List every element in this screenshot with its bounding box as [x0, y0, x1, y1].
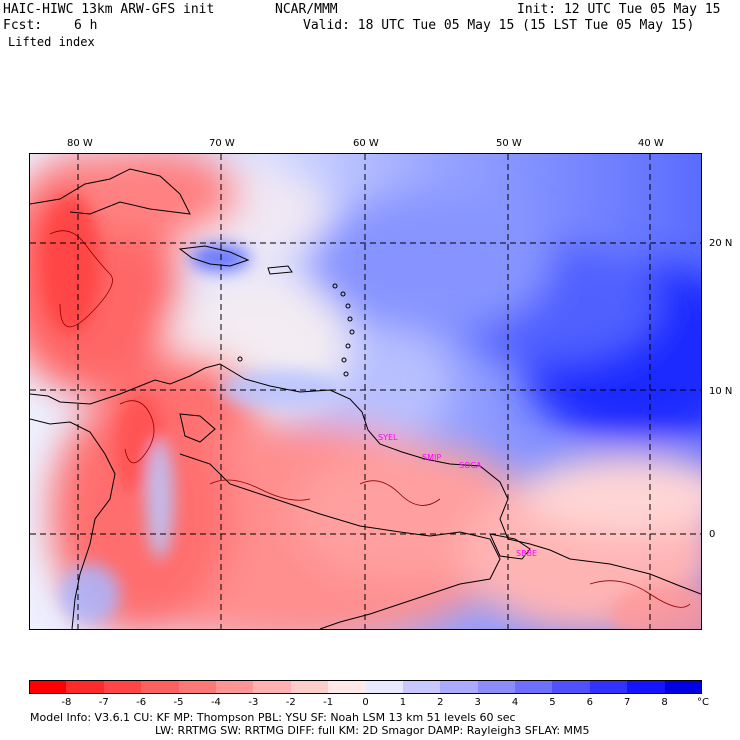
colorbar-label: 1	[399, 697, 407, 708]
colorbar-label: 7	[624, 697, 631, 708]
colorbar-frame	[29, 680, 702, 694]
colorbar-swatch	[552, 680, 591, 694]
colorbar-swatch	[328, 680, 366, 694]
colorbar-swatch	[627, 680, 666, 694]
colorbar-swatch	[589, 680, 628, 694]
colorbar-label: 3	[474, 697, 481, 708]
colorbar-label: -5	[173, 697, 184, 708]
lat-label: 10 N	[709, 386, 733, 397]
station-label: SMJP	[422, 453, 441, 462]
colorbar-label: -1	[323, 697, 334, 708]
lon-label: 50 W	[496, 138, 522, 149]
valid-time: Valid: 18 UTC Tue 05 May 15 (15 LST Tue …	[303, 18, 695, 33]
colorbar-label: 4	[511, 697, 519, 708]
model-title: HAIC-HIWC 13km ARW-GFS init	[3, 2, 215, 17]
map-canvas: SYEL SMJP SOCA SBBE	[30, 154, 701, 629]
colorbar-label: -4	[210, 697, 221, 708]
footer-line1: Model Info: V3.6.1 CU: KF MP: Thompson P…	[30, 711, 516, 724]
colorbar-swatch	[664, 680, 703, 694]
colorbar-label: 2	[437, 697, 444, 708]
station-label: SBBE	[516, 549, 537, 558]
colorbar-swatch	[141, 680, 180, 694]
lon-label: 60 W	[353, 138, 379, 149]
colorbar-swatch	[440, 680, 479, 694]
lat-label: 20 N	[709, 238, 733, 249]
colorbar-swatch	[290, 680, 329, 694]
colorbar-swatch	[253, 680, 292, 694]
colorbar-label: 0	[362, 697, 369, 708]
colorbar-swatch	[178, 680, 217, 694]
lon-label: 70 W	[209, 138, 235, 149]
colorbar-label: -6	[136, 697, 147, 708]
lon-label: 40 W	[638, 138, 664, 149]
colorbar-swatch	[29, 680, 67, 694]
fcst-label: Fcst:	[3, 18, 43, 33]
lon-label: 80 W	[67, 138, 93, 149]
lat-label: 0	[709, 529, 716, 540]
colorbar-swatch	[103, 680, 142, 694]
colorbar-label: -3	[248, 697, 259, 708]
field-name: Lifted index	[8, 35, 95, 49]
fcst-value: 6 h	[74, 18, 98, 33]
colorbar-label: -7	[98, 697, 109, 708]
colorbar-label: -2	[285, 697, 296, 708]
colorbar-label: 6	[586, 697, 594, 708]
colorbar-unit: °C	[697, 697, 709, 708]
station-label: SYEL	[378, 433, 398, 442]
colorbar-swatch	[402, 680, 441, 694]
colorbar-label: -8	[61, 697, 72, 708]
station-label: SOCA	[459, 461, 482, 470]
colorbar-swatch	[365, 680, 404, 694]
lifted-index-map: SYEL SMJP SOCA SBBE	[29, 153, 702, 630]
init-time: Init: 12 UTC Tue 05 May 15	[517, 2, 721, 17]
org-label: NCAR/MMM	[275, 2, 338, 17]
colorbar-label: 8	[661, 697, 668, 708]
colorbar-swatch	[477, 680, 516, 694]
footer-line2: LW: RRTMG SW: RRTMG DIFF: full KM: 2D Sm…	[155, 724, 590, 737]
colorbar-label: 5	[549, 697, 556, 708]
colorbar-swatch	[215, 680, 254, 694]
colorbar-swatch	[66, 680, 105, 694]
colorbar-swatch	[515, 680, 553, 694]
